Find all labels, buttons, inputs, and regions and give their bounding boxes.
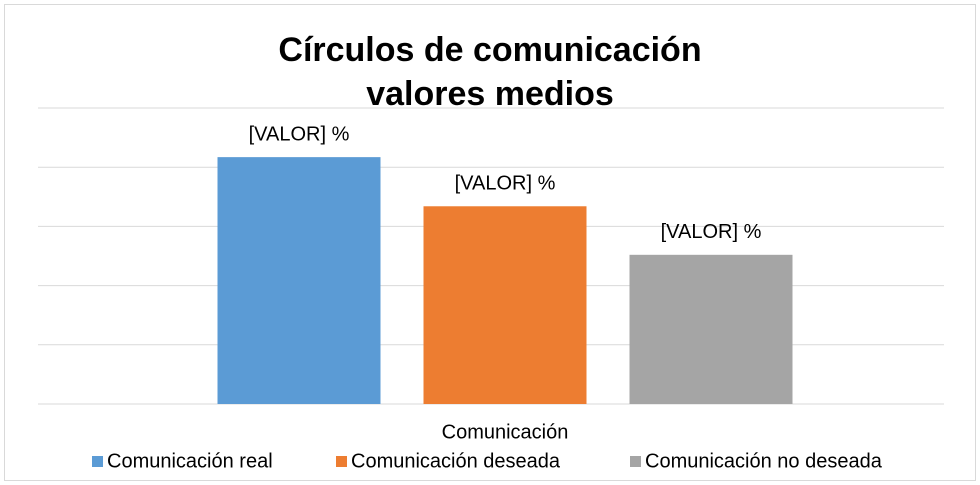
- legend-swatch: [336, 456, 347, 467]
- x-tick-label: Comunicación: [442, 421, 569, 443]
- bar: [217, 157, 381, 404]
- legend-label: Comunicación real: [107, 450, 273, 472]
- legend-swatch: [630, 456, 641, 467]
- legend-label: Comunicación deseada: [351, 450, 561, 472]
- chart-title-line: valores medios: [366, 75, 614, 113]
- bar: [629, 254, 793, 404]
- bar: [423, 206, 587, 404]
- data-label: [VALOR] %: [455, 173, 556, 195]
- data-label: [VALOR] %: [661, 221, 762, 243]
- legend-label: Comunicación no deseada: [645, 450, 883, 472]
- data-label: [VALOR] %: [249, 123, 350, 145]
- legend-swatch: [92, 456, 103, 467]
- chart-title-line: Círculos de comunicación: [278, 31, 701, 69]
